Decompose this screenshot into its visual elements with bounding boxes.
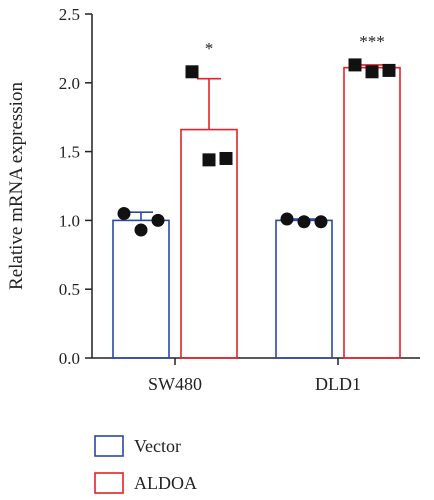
y-axis-label: Relative mRNA expression [6, 82, 27, 290]
data-point [117, 207, 131, 221]
legend-swatch [94, 435, 124, 457]
data-point [185, 65, 199, 79]
y-tick-label: 0.0 [59, 349, 80, 368]
bars [112, 66, 401, 359]
bar [343, 66, 401, 359]
legend-label: ALDOA [134, 473, 197, 493]
legend-swatch [94, 472, 124, 494]
error-bars [129, 64, 384, 221]
x-tick-label: DLD1 [315, 374, 361, 394]
data-point [219, 151, 233, 165]
y-tick-label: 0.5 [59, 280, 80, 299]
x-axis: SW480 DLD1 [92, 357, 420, 394]
y-axis: 0.0 0.5 1.0 1.5 2.0 2.5 [59, 5, 93, 368]
significance-marker: * [205, 39, 214, 58]
y-tick-label: 2.5 [59, 5, 80, 24]
data-point [382, 63, 396, 77]
bar [112, 219, 170, 359]
significance-marker: *** [359, 32, 385, 51]
data-points [117, 58, 396, 237]
data-point [348, 58, 362, 72]
legend-label: Vector [134, 436, 181, 456]
data-point [134, 223, 148, 237]
y-tick-label: 1.0 [59, 211, 80, 230]
data-point [297, 215, 311, 229]
significance-markers: * *** [205, 32, 385, 58]
legend: Vector ALDOA [94, 435, 197, 494]
data-point [365, 65, 379, 79]
data-point [202, 153, 216, 167]
data-point [151, 213, 165, 227]
y-tick-label: 2.0 [59, 74, 80, 93]
x-tick-label: SW480 [148, 374, 202, 394]
data-point [280, 212, 294, 226]
data-point [314, 215, 328, 229]
y-tick-label: 1.5 [59, 143, 80, 162]
bar [275, 219, 333, 359]
